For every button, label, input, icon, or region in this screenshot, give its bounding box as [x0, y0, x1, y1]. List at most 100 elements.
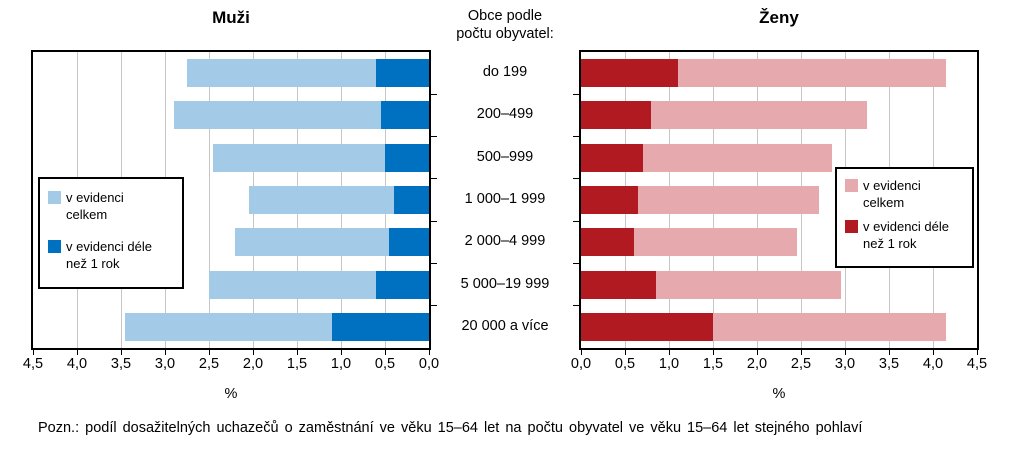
bar-total-segment	[248, 186, 394, 214]
bar-longterm-segment	[581, 59, 678, 88]
axis-tick-label: 2,5	[790, 356, 812, 372]
axis-tick-label: 0,0	[570, 356, 592, 372]
bar-total-segment	[187, 59, 377, 88]
axis-tick	[976, 350, 978, 355]
axis-tick-label: 2,0	[746, 356, 768, 372]
axis-tick-label: 3,5	[878, 356, 900, 372]
bar-longterm-segment	[581, 312, 713, 341]
axis-tick-label: 4,5	[966, 356, 988, 372]
women-chart-title: Ženy	[759, 8, 799, 27]
bar-longterm-segment	[389, 228, 429, 257]
category-tick	[573, 305, 579, 307]
category-tick	[431, 220, 437, 222]
bar-longterm-segment	[385, 143, 429, 172]
legend-item-longterm: v evidenci déle než 1 rok	[845, 218, 972, 252]
category-label: 5 000–19 999	[460, 275, 550, 292]
women-longterm-swatch-icon	[845, 220, 858, 233]
axis-tick-label: 2,0	[242, 356, 264, 372]
axis-tick	[624, 350, 626, 355]
axis-tick	[296, 350, 298, 355]
axis-tick	[668, 350, 670, 355]
bar-longterm-segment	[581, 143, 643, 172]
legend-label-total: v evidenci celkem	[66, 190, 124, 222]
axis-tick	[844, 350, 846, 355]
axis-tick-label: 3,0	[834, 356, 856, 372]
axis-tick-label: 1,5	[286, 356, 308, 372]
axis-tick	[120, 350, 122, 355]
category-tick	[573, 93, 579, 95]
women-legend: v evidenci celkem v evidenci déle než 1 …	[835, 167, 974, 268]
category-label: do 199	[482, 64, 528, 81]
axis-tick-label: 3,5	[110, 356, 132, 372]
axis-tick	[800, 350, 802, 355]
bar-longterm-segment	[332, 312, 429, 341]
axis-tick	[32, 350, 34, 355]
axis-tick	[384, 350, 386, 355]
category-tick	[573, 262, 579, 264]
bar-total-segment	[209, 270, 377, 299]
axis-tick	[164, 350, 166, 355]
axis-tick-label: 4,5	[22, 356, 44, 372]
axis-tick-label: 0,5	[374, 356, 396, 372]
axis-tick-label: 0,0	[418, 356, 440, 372]
men-x-axis-tick-labels: 4,5 4,0 3,5 3,0 2,5 2,0 1,5 1,0 0,5 0,0	[23, 356, 439, 374]
legend-label-total: v evidenci celkem	[863, 178, 921, 210]
legend-label-longterm: v evidenci déle než 1 rok	[66, 239, 152, 271]
bar-total-segment	[235, 228, 390, 257]
women-x-axis-title: %	[772, 386, 786, 402]
category-column: Obce podle počtu obyvatel: do 199 200–499…	[429, 0, 581, 452]
axis-tick	[580, 350, 582, 355]
category-label: 20 000 a více	[461, 317, 549, 334]
axis-tick-label: 4,0	[66, 356, 88, 372]
women-x-axis-tick-labels: 0,0 0,5 1,0 1,5 2,0 2,5 3,0 3,5 4,0 4,5	[571, 356, 987, 374]
bar-longterm-segment	[376, 270, 429, 299]
bar-total-segment	[173, 101, 381, 130]
men-total-swatch-icon	[48, 191, 61, 204]
axis-tick-label: 4,0	[922, 356, 944, 372]
bar-total-segment	[638, 186, 819, 214]
category-tick	[573, 178, 579, 180]
bar-longterm-segment	[581, 101, 652, 130]
category-label: 1 000–1 999	[464, 191, 546, 207]
men-legend: v evidenci celkem v evidenci déle než 1 …	[38, 177, 184, 289]
category-tick	[431, 305, 437, 307]
category-tick	[431, 93, 437, 95]
gridline	[208, 52, 210, 348]
men-x-axis-title: %	[224, 386, 238, 402]
bar-longterm-segment	[380, 101, 429, 130]
category-label: 2 000–4 999	[464, 233, 546, 250]
bar-total-segment	[642, 143, 832, 172]
women-plot-area	[573, 50, 979, 355]
category-label: 200–499	[476, 106, 534, 123]
axis-tick-label: 0,5	[614, 356, 636, 372]
bar-total-segment	[633, 228, 797, 257]
axis-tick	[252, 350, 254, 355]
axis-tick	[76, 350, 78, 355]
axis-tick	[428, 350, 430, 355]
axis-tick	[756, 350, 758, 355]
women-total-swatch-icon	[845, 179, 858, 192]
men-chart-panel: Muži 4,5 4,0 3,5 3,0 2,5 2,0 1,5 1,0 0,5 0,0 % v …	[23, 0, 439, 452]
axis-tick	[932, 350, 934, 355]
footnote: Pozn.: podíl dosažitelných uchazečů o za…	[38, 420, 863, 436]
legend-item-total: v evidenci celkem	[48, 189, 182, 223]
bar-total-segment	[213, 143, 385, 172]
axis-tick	[340, 350, 342, 355]
bar-total-segment	[655, 270, 841, 299]
axis-tick	[888, 350, 890, 355]
bar-total-segment	[651, 101, 867, 130]
legend-item-total: v evidenci celkem	[845, 177, 972, 211]
category-tick	[573, 220, 579, 222]
legend-item-longterm: v evidenci déle než 1 rok	[48, 238, 182, 272]
bar-total-segment	[125, 312, 333, 341]
category-tick	[573, 136, 579, 138]
category-tick	[431, 178, 437, 180]
bar-longterm-segment	[393, 186, 429, 214]
category-tick	[431, 262, 437, 264]
category-column-header: Obce podle počtu obyvatel:	[456, 8, 554, 42]
axis-tick-label: 1,0	[330, 356, 352, 372]
axis-tick-label: 1,0	[658, 356, 680, 372]
bar-longterm-segment	[376, 59, 429, 88]
bar-longterm-segment	[581, 270, 656, 299]
